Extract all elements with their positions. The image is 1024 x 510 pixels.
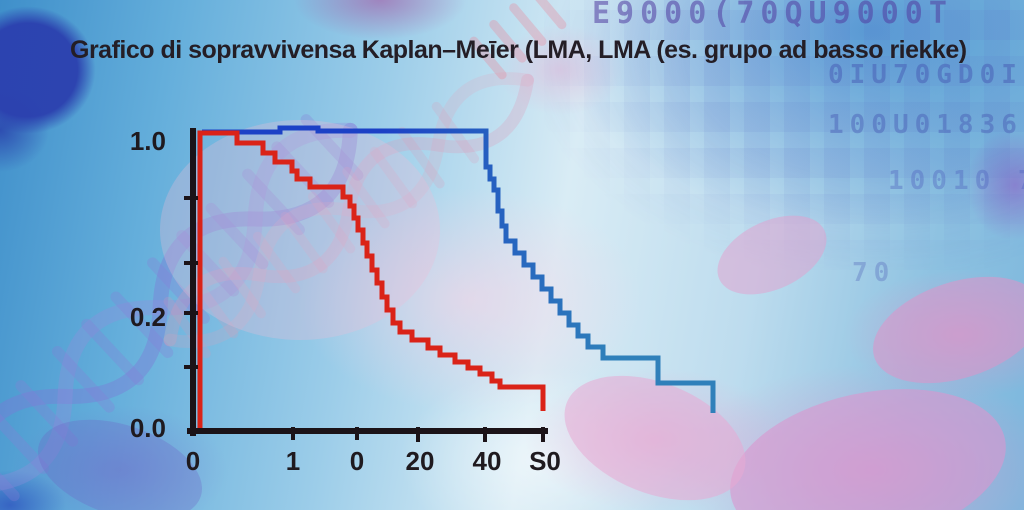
y-axis-label-0.0: 0.0 [129,413,166,443]
x-axis-label-0b: 0 [349,446,365,476]
binary-digits-row: E9000(70QU9000T [592,0,953,31]
plot-axes [184,128,548,442]
x-axis-label-0a: 0 [185,446,201,476]
dna-strand-fragment-icon [469,0,567,80]
faint-dna-helix-graphic [163,72,534,359]
binary-digits-row: 0IU70GD0I01 [828,60,1024,90]
y-axis-label-1.0: 1.0 [129,126,166,156]
y-axis-label-0.2: 0.2 [129,302,166,332]
red-survival-curve [197,130,546,428]
x-axis-label-1: 1 [285,446,301,476]
blue-survival-curve [202,125,716,413]
binary-digits-row: 70 [852,258,896,288]
chart-title: Grafico di sopravvivensa Kaplan–Meīer (L… [70,36,967,64]
binary-digits-row: 100U018360 [828,110,1024,140]
binary-digits-row: 10010 70 [888,166,1024,196]
x-axis-label-S0: S0 [529,446,561,476]
x-axis-label-40: 40 [472,446,502,476]
dna-helix-graphic [0,114,364,502]
blood-cells-graphic [37,120,1024,510]
x-axis-label-20: 20 [405,446,435,476]
